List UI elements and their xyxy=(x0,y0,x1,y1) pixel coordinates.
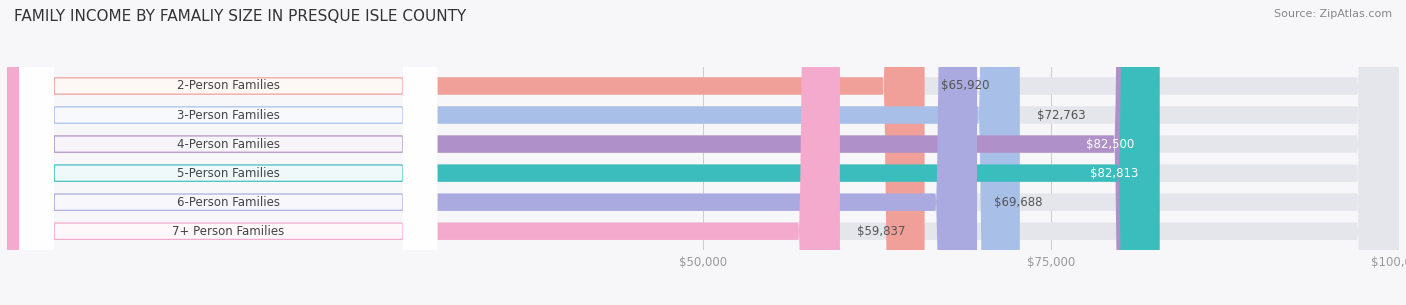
FancyBboxPatch shape xyxy=(20,0,437,305)
FancyBboxPatch shape xyxy=(7,0,1399,305)
FancyBboxPatch shape xyxy=(7,0,1399,305)
Text: $69,688: $69,688 xyxy=(994,196,1042,209)
Text: 2-Person Families: 2-Person Families xyxy=(177,80,280,92)
FancyBboxPatch shape xyxy=(7,0,1399,305)
Text: Source: ZipAtlas.com: Source: ZipAtlas.com xyxy=(1274,9,1392,19)
FancyBboxPatch shape xyxy=(7,0,1399,305)
FancyBboxPatch shape xyxy=(7,0,1399,305)
Text: 3-Person Families: 3-Person Families xyxy=(177,109,280,121)
FancyBboxPatch shape xyxy=(20,0,437,305)
FancyBboxPatch shape xyxy=(7,0,1019,305)
Text: $82,500: $82,500 xyxy=(1087,138,1135,151)
FancyBboxPatch shape xyxy=(20,0,437,305)
Text: 5-Person Families: 5-Person Families xyxy=(177,167,280,180)
Text: FAMILY INCOME BY FAMALIY SIZE IN PRESQUE ISLE COUNTY: FAMILY INCOME BY FAMALIY SIZE IN PRESQUE… xyxy=(14,9,467,24)
Text: $72,763: $72,763 xyxy=(1036,109,1085,121)
FancyBboxPatch shape xyxy=(20,0,437,305)
FancyBboxPatch shape xyxy=(7,0,839,305)
Text: $65,920: $65,920 xyxy=(941,80,990,92)
Text: $59,837: $59,837 xyxy=(856,225,905,238)
Text: 6-Person Families: 6-Person Families xyxy=(177,196,280,209)
FancyBboxPatch shape xyxy=(7,0,1156,305)
FancyBboxPatch shape xyxy=(7,0,1399,305)
FancyBboxPatch shape xyxy=(7,0,1160,305)
FancyBboxPatch shape xyxy=(20,0,437,305)
Text: $82,813: $82,813 xyxy=(1091,167,1139,180)
FancyBboxPatch shape xyxy=(20,0,437,305)
Text: 4-Person Families: 4-Person Families xyxy=(177,138,280,151)
Text: 7+ Person Families: 7+ Person Families xyxy=(172,225,284,238)
FancyBboxPatch shape xyxy=(7,0,925,305)
FancyBboxPatch shape xyxy=(7,0,977,305)
